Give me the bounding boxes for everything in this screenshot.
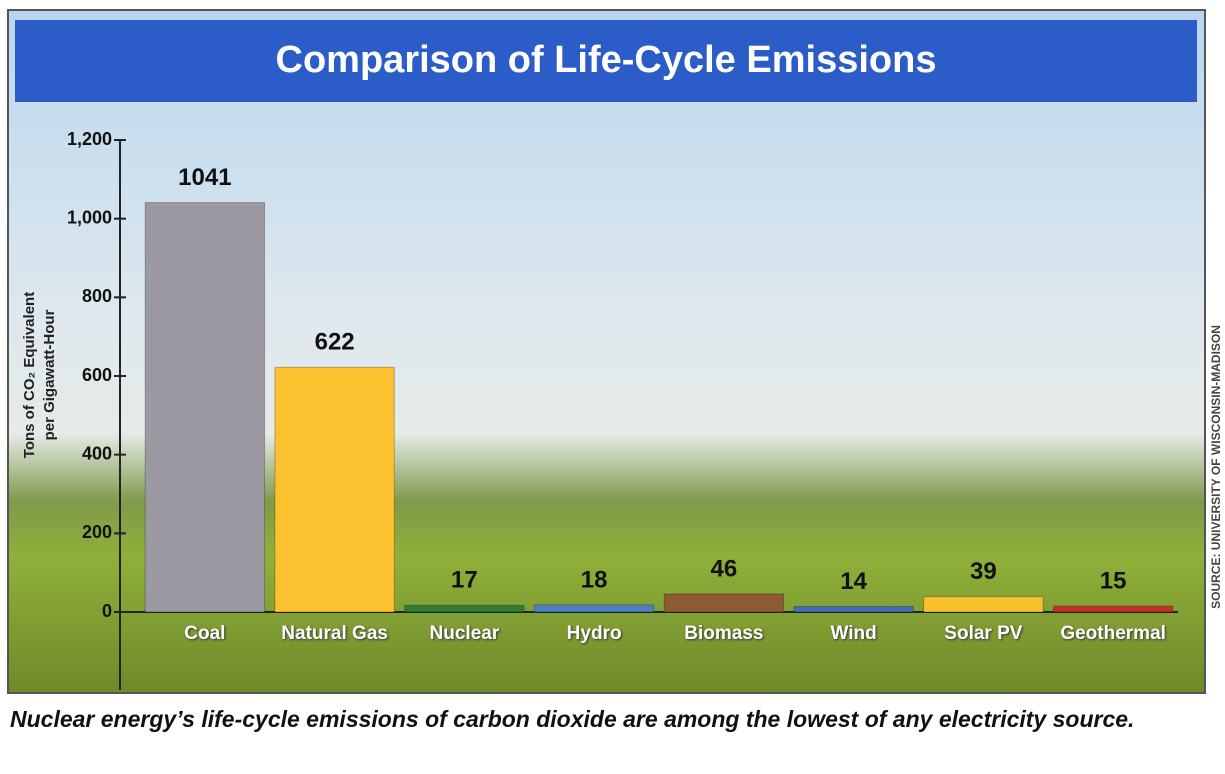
x-tick-label: Geothermal (1058, 620, 1168, 648)
caption: Nuclear energy’s life-cycle emissions of… (10, 704, 1140, 734)
value-label: 15 (1100, 567, 1127, 594)
bar (145, 203, 264, 612)
bar (664, 594, 783, 612)
y-axis-label: per Gigawatt-Hour (41, 309, 58, 440)
bar (534, 605, 653, 612)
value-label: 46 (711, 555, 738, 582)
bar (275, 367, 394, 612)
value-label: 17 (451, 567, 478, 594)
x-tick-label: Biomass (669, 620, 779, 648)
x-tick-label: Coal (150, 620, 260, 648)
bar (405, 605, 524, 612)
x-tick-label: Nuclear (409, 620, 519, 648)
y-tick-label: 1,000 (67, 207, 112, 227)
bar (794, 606, 913, 612)
y-tick-label: 1,200 (67, 129, 112, 149)
value-label: 1041 (178, 164, 231, 191)
x-tick-label: Hydro (539, 620, 649, 648)
x-tick-label: Wind (799, 620, 909, 648)
value-label: 14 (840, 568, 867, 595)
value-label: 622 (315, 329, 355, 356)
bar (1053, 606, 1172, 612)
y-tick-label: 0 (102, 601, 112, 621)
x-tick-label: Solar PV (928, 620, 1038, 648)
chart-title: Comparison of Life-Cycle Emissions (276, 39, 937, 81)
value-label: 39 (970, 558, 997, 585)
page: Comparison of Life-Cycle Emissions Tons … (0, 0, 1225, 774)
source: SOURCE: UNIVERSITY OF WISCONSIN-MADISON (1209, 325, 1223, 609)
y-tick-label: 200 (82, 522, 112, 542)
bar (924, 597, 1043, 612)
value-label: 18 (581, 566, 608, 593)
x-tick-label: Natural Gas (280, 620, 390, 648)
chart: Comparison of Life-Cycle Emissions Tons … (0, 0, 1225, 700)
y-tick-label: 800 (82, 286, 112, 306)
y-tick-label: 600 (82, 365, 112, 385)
y-tick-label: 400 (82, 443, 112, 463)
y-axis-label: Tons of CO₂ Equivalent (21, 292, 38, 458)
